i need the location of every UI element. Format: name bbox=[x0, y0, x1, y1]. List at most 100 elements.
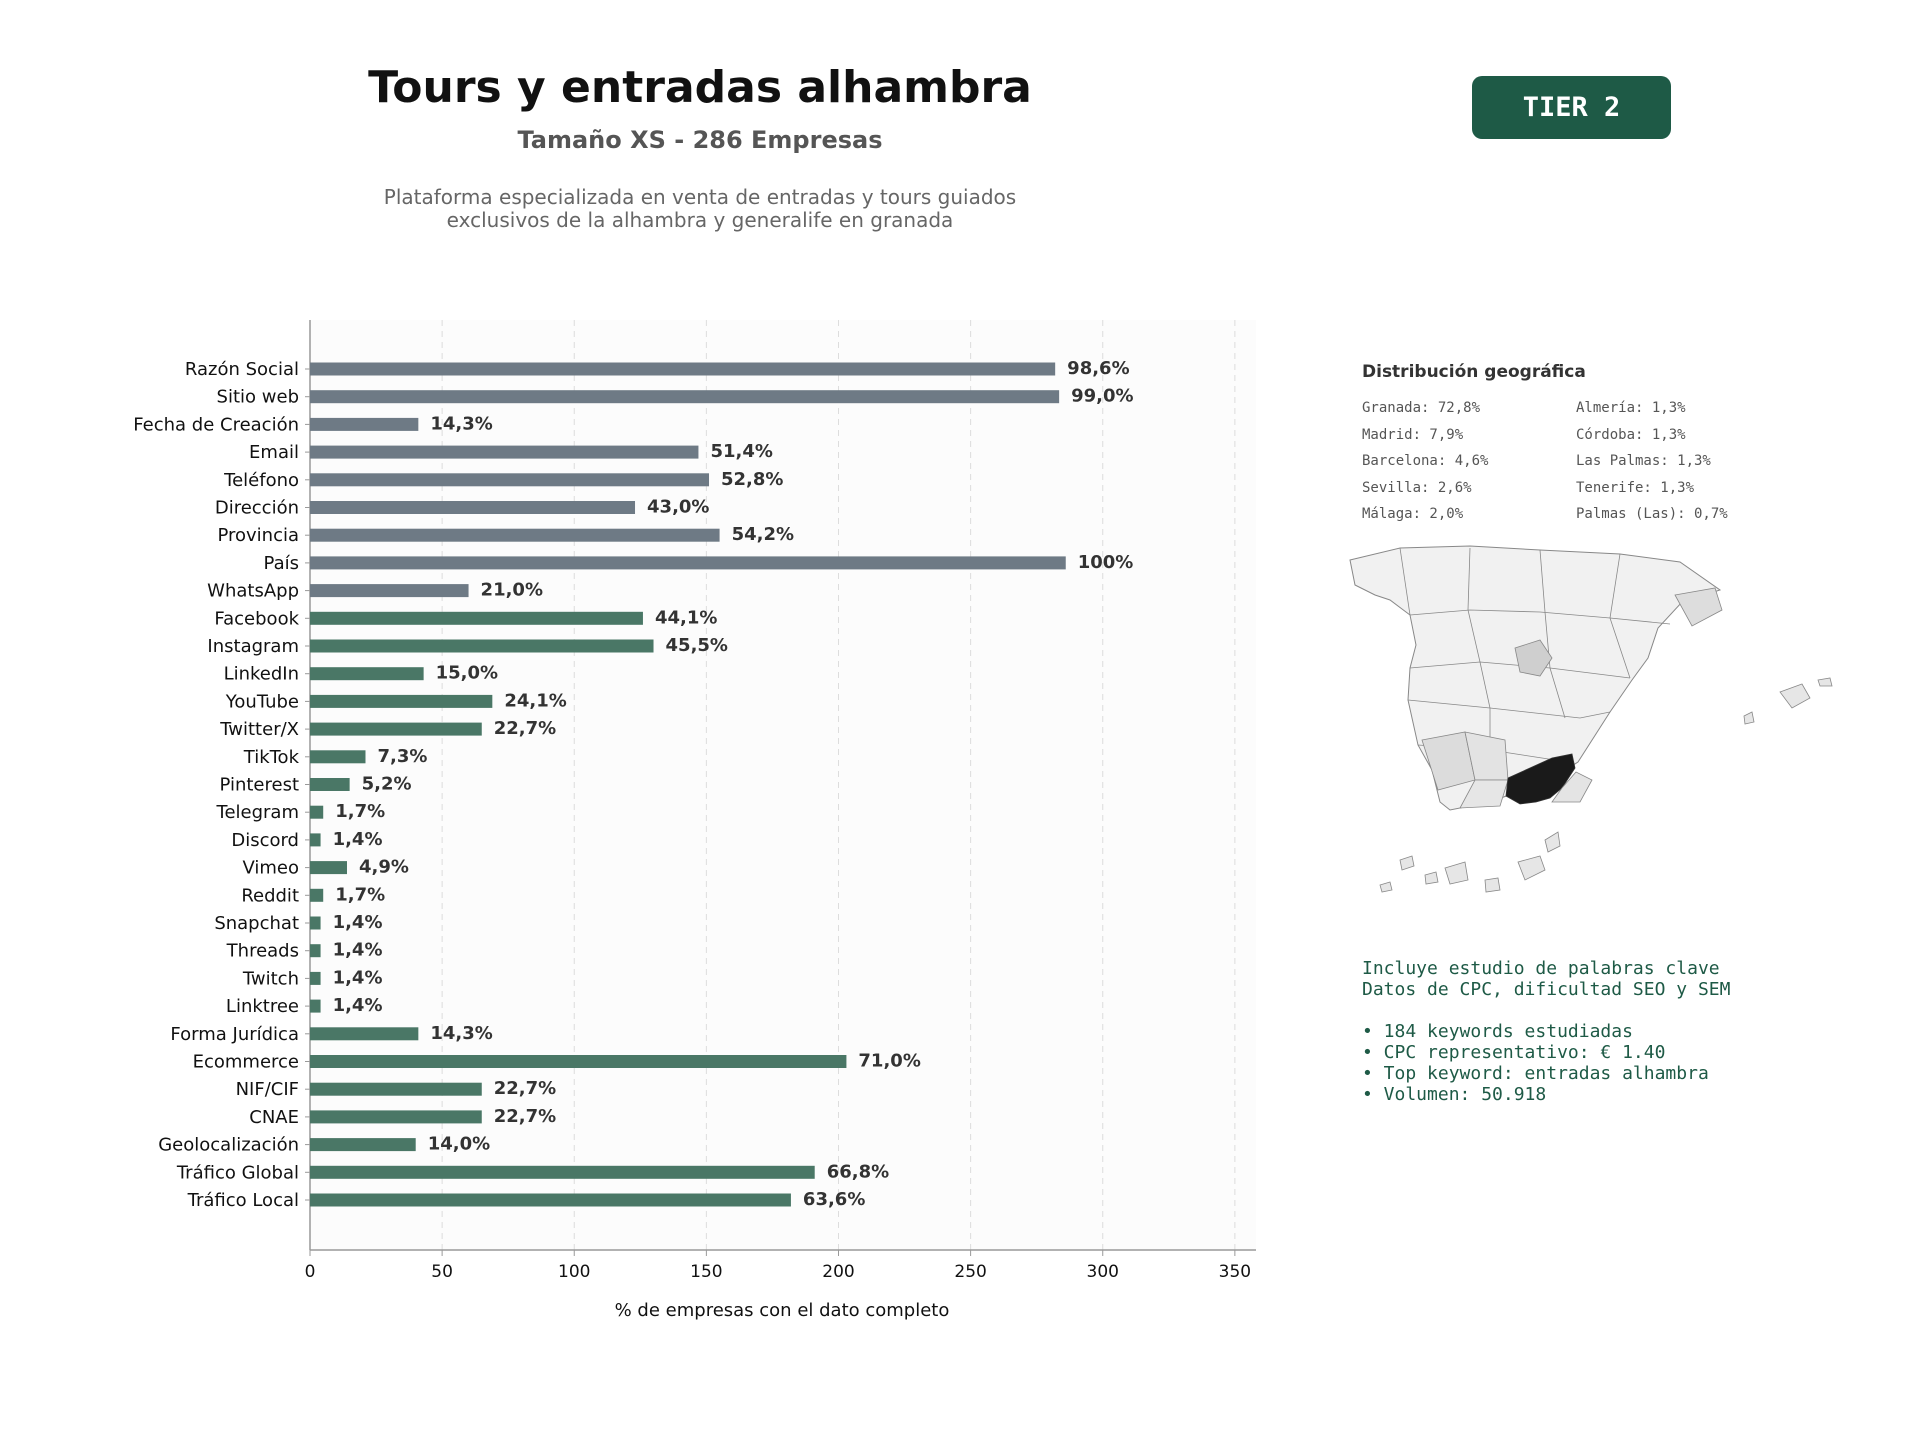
bar-19 bbox=[310, 888, 324, 902]
category-label-0: Razón Social bbox=[185, 359, 299, 380]
bar-22 bbox=[310, 971, 321, 985]
value-label-7: 100% bbox=[1078, 552, 1134, 573]
value-label-9: 44,1% bbox=[655, 607, 717, 628]
keywords-bullet-2: • CPC representativo: € 1.40 bbox=[1362, 1042, 1666, 1063]
value-label-0: 98,6% bbox=[1067, 358, 1129, 379]
bar-29 bbox=[310, 1165, 815, 1179]
keywords-bullet-4: • Volumen: 50.918 bbox=[1362, 1084, 1547, 1105]
malaga-region bbox=[1459, 779, 1509, 809]
geo-item-2: Barcelona: 4,6% bbox=[1362, 453, 1489, 469]
bar-5 bbox=[310, 501, 636, 514]
page-subtitle: Tamaño XS - 286 Empresas bbox=[517, 126, 883, 154]
category-label-19: Reddit bbox=[241, 885, 299, 906]
value-label-15: 5,2% bbox=[362, 774, 412, 795]
bar-26 bbox=[310, 1082, 482, 1096]
category-label-21: Threads bbox=[226, 941, 299, 962]
bar-9 bbox=[310, 611, 643, 625]
value-label-30: 63,6% bbox=[803, 1189, 865, 1210]
bar-10 bbox=[310, 639, 654, 653]
value-label-2: 14,3% bbox=[430, 413, 492, 434]
value-label-4: 52,8% bbox=[721, 469, 783, 490]
value-label-29: 66,8% bbox=[827, 1161, 889, 1182]
keywords-bullet-1: • 184 keywords estudiadas bbox=[1362, 1021, 1633, 1042]
bar-17 bbox=[310, 833, 321, 847]
category-label-7: País bbox=[264, 553, 299, 574]
category-label-14: TikTok bbox=[243, 747, 300, 768]
value-label-10: 45,5% bbox=[666, 635, 728, 656]
description-line-1: Plataforma especializada en venta de ent… bbox=[383, 185, 1017, 209]
category-label-24: Forma Jurídica bbox=[170, 1024, 299, 1045]
value-label-22: 1,4% bbox=[333, 967, 383, 988]
value-label-23: 1,4% bbox=[333, 995, 383, 1016]
keywords-info: Incluye estudio de palabras clave Datos … bbox=[1362, 958, 1730, 1105]
value-label-27: 22,7% bbox=[494, 1106, 556, 1127]
value-label-14: 7,3% bbox=[377, 746, 427, 767]
bar-15 bbox=[310, 778, 350, 791]
value-label-18: 4,9% bbox=[359, 857, 409, 878]
x-axis-label: % de empresas con el dato completo bbox=[615, 1300, 950, 1321]
category-label-23: Linktree bbox=[226, 996, 299, 1017]
bar-28 bbox=[310, 1138, 416, 1152]
category-label-10: Instagram bbox=[207, 636, 299, 657]
category-label-25: Ecommerce bbox=[193, 1052, 299, 1073]
category-label-11: LinkedIn bbox=[224, 664, 299, 685]
category-label-1: Sitio web bbox=[217, 387, 299, 408]
x-tick-label-5: 250 bbox=[954, 1262, 986, 1282]
geo-item-1: Madrid: 7,9% bbox=[1362, 426, 1464, 443]
chart-bars bbox=[310, 362, 1066, 1207]
value-label-13: 22,7% bbox=[494, 718, 556, 739]
bar-30 bbox=[310, 1193, 791, 1207]
category-label-26: NIF/CIF bbox=[236, 1079, 299, 1100]
geo-item-7: Las Palmas: 1,3% bbox=[1576, 453, 1711, 469]
category-label-16: Telegram bbox=[216, 802, 299, 823]
geo-item-0: Granada: 72,8% bbox=[1362, 400, 1481, 416]
x-tick-label-2: 100 bbox=[558, 1262, 590, 1282]
geo-item-4: Málaga: 2,0% bbox=[1362, 506, 1464, 522]
bar-24 bbox=[310, 1027, 419, 1041]
bar-8 bbox=[310, 584, 469, 598]
geo-item-6: Córdoba: 1,3% bbox=[1576, 426, 1686, 443]
category-label-27: CNAE bbox=[249, 1107, 299, 1128]
x-tick-label-0: 0 bbox=[305, 1262, 316, 1282]
value-label-28: 14,0% bbox=[428, 1134, 490, 1155]
category-label-22: Twitch bbox=[242, 968, 299, 989]
geo-title: Distribución geográfica bbox=[1362, 362, 1586, 382]
keywords-spacer bbox=[1362, 1000, 1730, 1021]
page-description: Plataforma especializada en venta de ent… bbox=[0, 186, 1400, 232]
category-label-17: Discord bbox=[231, 830, 299, 851]
page-title: Tours y entradas alhambra bbox=[368, 62, 1032, 113]
bar-1 bbox=[310, 390, 1060, 404]
category-label-4: Teléfono bbox=[223, 470, 299, 491]
bar-20 bbox=[310, 916, 321, 930]
value-label-3: 51,4% bbox=[710, 441, 772, 462]
madrid-region bbox=[1514, 639, 1553, 677]
value-label-12: 24,1% bbox=[504, 690, 566, 711]
category-label-8: WhatsApp bbox=[207, 581, 299, 602]
value-label-24: 14,3% bbox=[430, 1023, 492, 1044]
category-label-28: Geolocalización bbox=[158, 1135, 299, 1156]
value-label-5: 43,0% bbox=[647, 497, 709, 518]
almeria-region bbox=[1551, 771, 1593, 803]
category-label-3: Email bbox=[249, 442, 299, 463]
value-label-11: 15,0% bbox=[436, 663, 498, 684]
geo-item-8: Tenerife: 1,3% bbox=[1576, 479, 1695, 496]
bar-11 bbox=[310, 667, 424, 681]
value-label-8: 21,0% bbox=[481, 580, 543, 601]
x-tick-label-6: 300 bbox=[1087, 1262, 1119, 1282]
geo-item-9: Palmas (Las): 0,7% bbox=[1576, 506, 1728, 522]
bar-16 bbox=[310, 805, 324, 819]
category-label-15: Pinterest bbox=[219, 775, 299, 796]
keywords-line-2: Datos de CPC, dificultad SEO y SEM bbox=[1362, 979, 1731, 1000]
spain-map bbox=[1349, 545, 1833, 893]
bar-23 bbox=[310, 999, 321, 1013]
value-label-19: 1,7% bbox=[335, 884, 385, 905]
bar-18 bbox=[310, 861, 347, 875]
category-label-12: YouTube bbox=[225, 691, 299, 712]
geo-item-5: Almería: 1,3% bbox=[1576, 400, 1686, 416]
category-label-18: Vimeo bbox=[242, 858, 299, 879]
category-label-2: Fecha de Creación bbox=[133, 414, 299, 435]
value-label-6: 54,2% bbox=[732, 524, 794, 545]
bar-2 bbox=[310, 417, 419, 431]
bar-4 bbox=[310, 473, 710, 487]
bar-7 bbox=[310, 556, 1066, 570]
